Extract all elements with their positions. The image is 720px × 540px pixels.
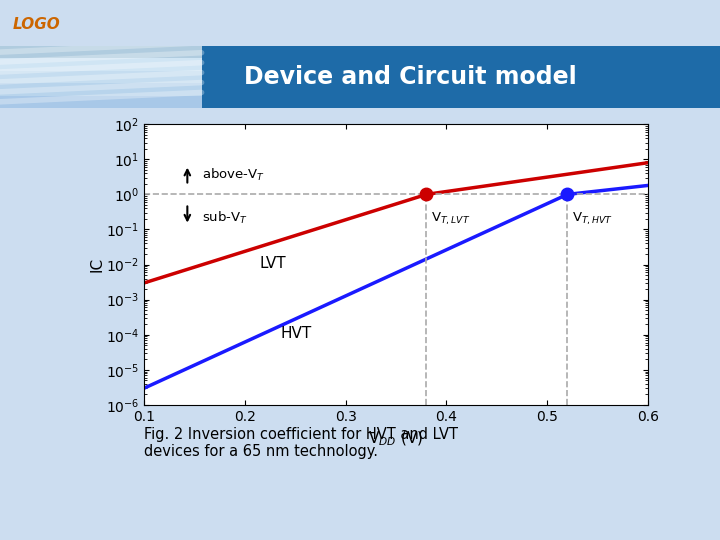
Y-axis label: IC: IC (89, 257, 104, 272)
Text: V$_{T,HVT}$: V$_{T,HVT}$ (572, 211, 613, 227)
FancyBboxPatch shape (0, 58, 230, 71)
Text: Device and Circuit model: Device and Circuit model (244, 65, 577, 89)
FancyBboxPatch shape (0, 96, 230, 108)
Text: HVT: HVT (280, 326, 311, 341)
FancyBboxPatch shape (202, 46, 720, 108)
Text: above-V$_T$: above-V$_T$ (202, 167, 265, 184)
Text: LVT: LVT (260, 256, 287, 271)
X-axis label: V$_{DD}$ (V): V$_{DD}$ (V) (369, 429, 423, 448)
Text: LOGO: LOGO (13, 17, 60, 32)
FancyBboxPatch shape (0, 83, 230, 96)
FancyBboxPatch shape (0, 71, 230, 83)
Text: sub-V$_T$: sub-V$_T$ (202, 210, 248, 226)
FancyBboxPatch shape (0, 46, 230, 58)
Text: V$_{T,LVT}$: V$_{T,LVT}$ (431, 211, 471, 227)
Text: Fig. 2 Inversion coefficient for HVT and LVT
devices for a 65 nm technology.: Fig. 2 Inversion coefficient for HVT and… (144, 427, 458, 459)
